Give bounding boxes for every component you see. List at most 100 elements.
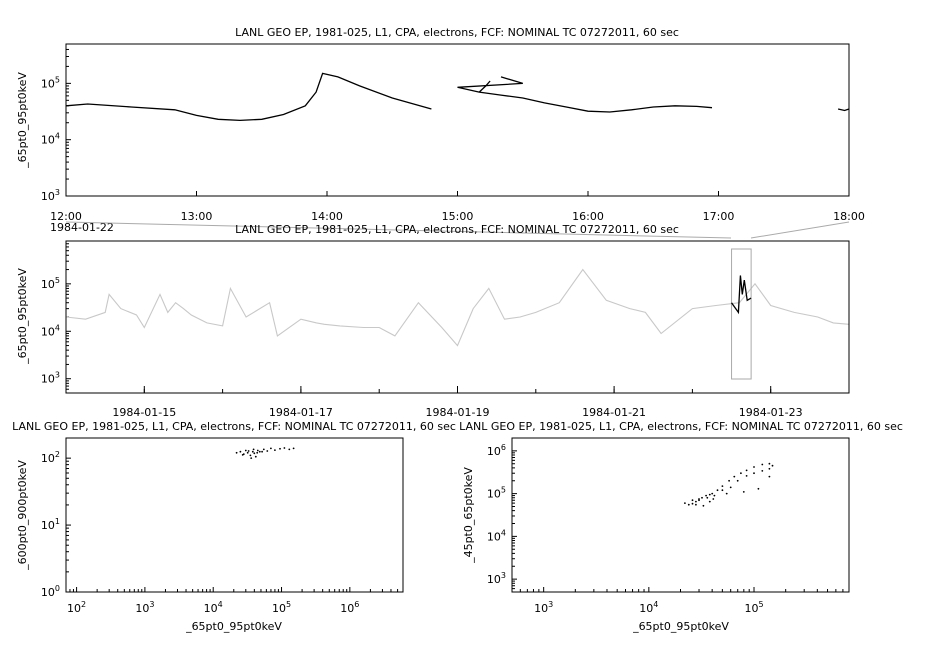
p3-y-tick-label: 100 xyxy=(41,584,60,599)
bottom-right-panel: LANL GEO EP, 1981-025, L1, CPA, electron… xyxy=(459,420,903,633)
p4-y-tick-label: 104 xyxy=(487,528,506,543)
p3-point xyxy=(246,451,249,454)
p4-point xyxy=(761,463,764,466)
p1-x-tick-label: 16:00 xyxy=(572,210,604,223)
p1-x-tick-label: 13:00 xyxy=(181,210,213,223)
p1-series-line xyxy=(457,76,713,113)
p3-point xyxy=(235,451,238,454)
p4-point xyxy=(708,493,711,496)
p3-point xyxy=(251,450,254,453)
p1-series-line xyxy=(65,72,432,122)
p4-point xyxy=(728,479,730,482)
bottom-right-plot-frame xyxy=(511,437,850,593)
middle-plot-frame xyxy=(65,240,850,394)
p3-point xyxy=(253,452,256,455)
p2-highlight-line xyxy=(730,275,752,315)
p4-point xyxy=(740,472,742,475)
p3-point xyxy=(270,447,272,450)
p4-point xyxy=(742,491,745,493)
p4-point xyxy=(771,464,774,467)
p3-x-tick-label: 106 xyxy=(340,600,359,615)
p1-y-tick-label: 104 xyxy=(41,132,60,147)
zoom-connectors xyxy=(65,221,850,239)
p3-point xyxy=(262,448,265,451)
p4-point xyxy=(712,498,715,500)
p2-x-tick-label: 1984-01-23 xyxy=(739,406,803,419)
p2-zoom-window xyxy=(731,248,752,380)
p3-point xyxy=(244,449,247,452)
p4-x-tick-label: 103 xyxy=(534,600,553,615)
p2-y-tick-label: 103 xyxy=(41,371,60,386)
p1-x-tick-label: 15:00 xyxy=(442,210,474,223)
p2-y-tick-label: 104 xyxy=(41,323,60,338)
p4-point xyxy=(733,475,736,478)
p4-point xyxy=(768,467,771,470)
top-plot-frame xyxy=(65,43,850,197)
p4-point xyxy=(684,502,686,504)
middle-ylabel: _65pt0_95pt0keV xyxy=(16,268,29,365)
p4-point xyxy=(698,498,700,500)
p4-point xyxy=(695,503,697,506)
middle-panel: LANL GEO EP, 1981-025, L1, CPA, electron… xyxy=(16,223,850,419)
p3-point xyxy=(261,450,263,453)
p3-point xyxy=(247,450,250,452)
p3-x-tick-label: 104 xyxy=(204,600,223,615)
p4-point xyxy=(768,475,771,478)
p3-point xyxy=(292,447,295,450)
bottom-left-panel: LANL GEO EP, 1981-025, L1, CPA, electron… xyxy=(12,420,456,633)
p3-point xyxy=(288,448,291,451)
p3-point xyxy=(279,447,281,450)
p3-point xyxy=(258,450,261,453)
p3-point xyxy=(256,451,259,454)
p4-point xyxy=(757,487,760,490)
p4-point xyxy=(701,496,703,499)
middle-title: LANL GEO EP, 1981-025, L1, CPA, electron… xyxy=(235,223,679,236)
p1-y-tick-label: 103 xyxy=(41,188,60,203)
p4-point xyxy=(736,479,739,482)
p4-y-tick-label: 105 xyxy=(487,486,506,501)
zoom-connector-left xyxy=(65,221,732,239)
p3-point xyxy=(241,454,244,456)
bottom-right-xlabel: _65pt0_95pt0keV xyxy=(632,620,729,633)
p3-point xyxy=(250,457,253,459)
p3-y-tick-label: 101 xyxy=(41,517,60,532)
p4-point xyxy=(753,472,755,475)
p4-point xyxy=(753,466,755,468)
p3-x-tick-label: 102 xyxy=(67,600,86,615)
p1-x-tick-label: 18:00 xyxy=(833,210,865,223)
p1-x-tick-label: 14:00 xyxy=(311,210,343,223)
p3-point xyxy=(256,449,259,452)
p4-point xyxy=(706,496,709,499)
p3-point xyxy=(274,449,276,451)
p2-x-tick-label: 1984-01-17 xyxy=(269,406,333,419)
zoom-connector-right xyxy=(750,221,850,239)
p3-y-tick-label: 102 xyxy=(41,450,60,465)
p4-point xyxy=(695,500,697,503)
p4-point xyxy=(711,492,714,495)
p1-x-tick-label: 12:00 xyxy=(50,210,82,223)
p3-point xyxy=(252,448,255,451)
p4-point xyxy=(721,489,724,492)
p4-point xyxy=(716,489,719,492)
p4-y-tick-label: 106 xyxy=(487,443,506,458)
p2-series-line xyxy=(65,268,850,347)
bottom-right-ylabel: _45pt0_65pt0keV xyxy=(462,467,475,564)
p4-point xyxy=(705,494,707,497)
p3-point xyxy=(283,447,286,449)
top-title: LANL GEO EP, 1981-025, L1, CPA, electron… xyxy=(235,26,679,39)
p4-point xyxy=(691,499,694,502)
p4-point xyxy=(768,462,771,465)
p4-point xyxy=(708,500,711,503)
p1-y-tick-label: 105 xyxy=(41,75,60,90)
p1-series-line xyxy=(837,108,850,112)
p2-y-tick-label: 105 xyxy=(41,276,60,291)
p4-x-tick-label: 105 xyxy=(744,600,763,615)
bottom-right-title: LANL GEO EP, 1981-025, L1, CPA, electron… xyxy=(459,420,903,433)
p4-point xyxy=(687,503,690,506)
p3-point xyxy=(249,454,252,457)
p3-point xyxy=(266,450,269,452)
p2-x-tick-label: 1984-01-19 xyxy=(426,406,490,419)
p4-point xyxy=(729,486,732,489)
p4-point xyxy=(721,485,724,487)
